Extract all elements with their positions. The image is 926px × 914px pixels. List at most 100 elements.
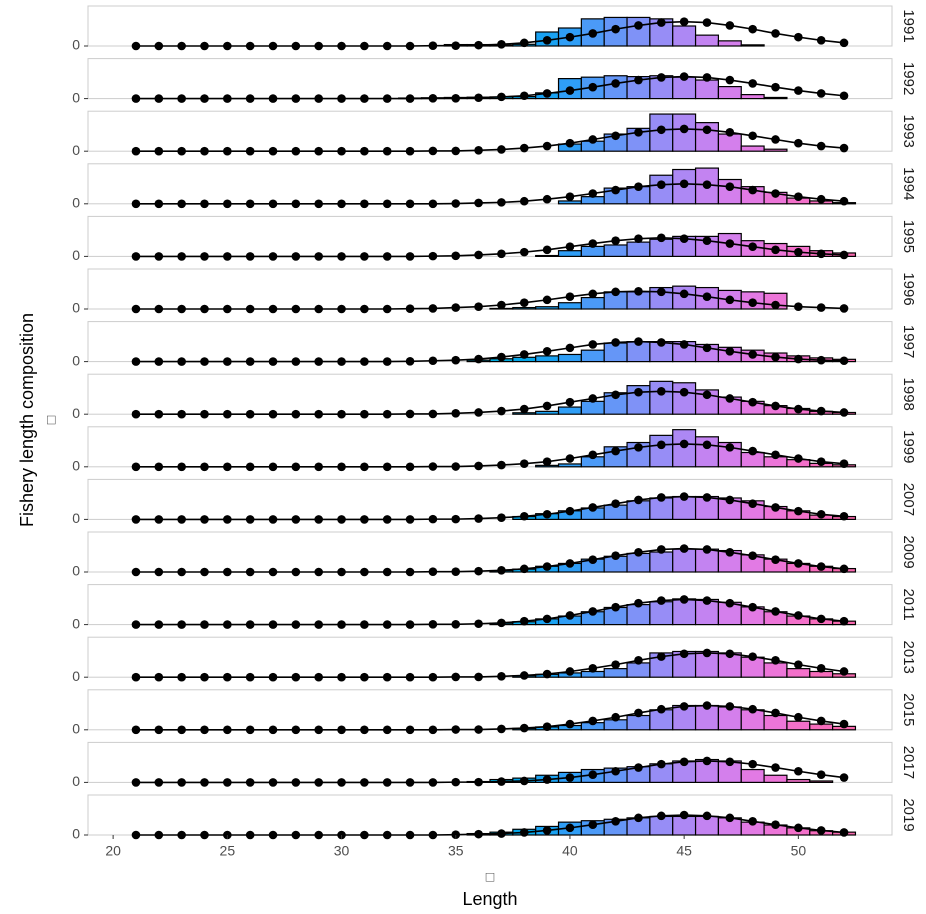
bar	[603, 668, 628, 678]
y-tick-label: 0	[72, 510, 80, 526]
fit-point	[474, 93, 483, 103]
fit-point	[268, 567, 278, 577]
fit-point	[405, 41, 415, 51]
fit-point	[519, 38, 529, 48]
fit-point	[291, 199, 301, 209]
fit-point	[816, 457, 826, 466]
fit-point	[748, 816, 757, 826]
fit-point	[702, 292, 712, 302]
fit-point	[725, 182, 735, 191]
fit-point	[360, 567, 369, 577]
fit-point	[177, 94, 186, 103]
fit-point	[771, 820, 780, 830]
fit-point	[245, 94, 255, 103]
fit-point	[314, 304, 323, 314]
fit-point	[679, 544, 689, 553]
fit-point	[268, 515, 278, 524]
fit-point	[657, 18, 666, 27]
y-tick-label: 0	[72, 773, 80, 789]
fit-point	[245, 41, 255, 51]
fit-point	[154, 515, 164, 524]
fit-point	[474, 40, 483, 50]
strip-label: 2009	[900, 535, 917, 568]
fit-point	[816, 716, 826, 726]
fit-point	[565, 454, 575, 463]
fit-point	[451, 462, 461, 471]
fit-point	[223, 94, 232, 103]
fit-point	[177, 830, 186, 840]
fit-point	[748, 446, 757, 456]
fit-point	[154, 409, 164, 419]
fit-point	[634, 75, 643, 85]
x-axis-label: Length	[462, 889, 517, 909]
fit-point	[565, 719, 575, 729]
fit-point	[497, 618, 506, 628]
fit-point	[657, 287, 666, 297]
fit-point	[405, 252, 415, 261]
fit-point	[382, 41, 392, 51]
fit-point	[702, 811, 712, 821]
fit-point	[657, 545, 666, 554]
bar	[740, 93, 765, 100]
fit-point	[337, 304, 346, 314]
fit-point	[748, 79, 757, 88]
fit-point	[131, 304, 141, 314]
fit-point	[131, 515, 141, 524]
fit-point	[245, 199, 255, 209]
fit-point	[497, 92, 506, 102]
fit-point	[200, 146, 209, 156]
fit-point	[725, 547, 735, 557]
fit-point	[268, 252, 278, 261]
bar	[580, 349, 605, 363]
fit-point	[725, 443, 735, 452]
fit-point	[611, 24, 620, 34]
bar	[786, 668, 811, 678]
fit-point	[382, 94, 392, 103]
fit-point	[314, 567, 323, 577]
fit-point	[268, 41, 278, 51]
y-tick-label: 0	[72, 563, 80, 579]
fit-point	[428, 409, 438, 419]
fit-point	[154, 304, 164, 314]
fit-point	[839, 616, 849, 626]
fit-point	[360, 672, 369, 682]
fit-point	[405, 725, 415, 735]
fit-point	[428, 514, 438, 524]
fit-point	[223, 778, 232, 787]
fit-point	[451, 251, 461, 261]
fit-point	[360, 462, 369, 472]
y-tick-label: 0	[72, 37, 80, 53]
fit-point	[634, 547, 643, 557]
fit-point	[200, 199, 209, 209]
fit-point	[382, 409, 392, 419]
fit-point	[679, 124, 689, 134]
bar	[580, 296, 605, 310]
fit-point	[291, 672, 301, 682]
fit-point	[177, 41, 186, 51]
fit-point	[702, 125, 712, 135]
fit-point	[519, 247, 529, 257]
panel-background	[87, 110, 893, 152]
bar	[535, 254, 560, 258]
fit-point	[474, 461, 483, 471]
strip-label: 1994	[900, 167, 917, 200]
fit-point	[337, 515, 346, 524]
bars	[557, 113, 788, 152]
fit-point	[542, 509, 552, 519]
fit-point	[816, 406, 826, 416]
fit-point	[177, 620, 186, 629]
fit-point	[679, 17, 689, 27]
fit-point	[816, 141, 826, 151]
fit-point	[131, 830, 141, 840]
fit-point	[748, 298, 757, 308]
fit-point	[314, 357, 323, 366]
fit-point	[794, 454, 803, 463]
fit-point	[588, 607, 598, 616]
fit-point	[748, 24, 757, 34]
fit-point	[314, 409, 323, 419]
x-axis-label-note: □	[486, 869, 495, 885]
fit-point	[519, 143, 529, 153]
fit-point	[337, 672, 346, 682]
fit-point	[177, 462, 186, 472]
fit-point	[725, 702, 735, 711]
